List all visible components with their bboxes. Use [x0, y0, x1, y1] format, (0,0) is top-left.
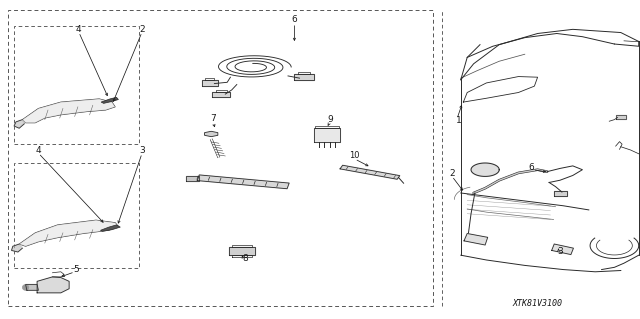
Text: 1: 1: [456, 116, 461, 125]
Text: 4: 4: [76, 25, 81, 34]
Polygon shape: [314, 128, 340, 142]
Polygon shape: [202, 80, 218, 86]
Polygon shape: [464, 234, 488, 245]
Polygon shape: [37, 277, 69, 293]
Polygon shape: [229, 247, 255, 255]
Polygon shape: [552, 244, 573, 255]
Polygon shape: [100, 225, 120, 231]
Text: 10: 10: [349, 151, 359, 160]
Text: 6: 6: [528, 163, 534, 172]
Polygon shape: [554, 191, 567, 196]
Text: 7: 7: [210, 114, 216, 123]
Polygon shape: [12, 244, 22, 252]
Polygon shape: [101, 97, 118, 103]
Polygon shape: [205, 131, 218, 137]
Polygon shape: [22, 99, 115, 123]
Bar: [14, 163, 139, 268]
Text: 3: 3: [140, 146, 145, 155]
Polygon shape: [186, 176, 199, 181]
Polygon shape: [19, 220, 118, 246]
Text: 9: 9: [328, 115, 333, 124]
Polygon shape: [26, 285, 38, 290]
Text: 2: 2: [140, 25, 145, 34]
Text: 6: 6: [292, 15, 298, 24]
Text: 3: 3: [557, 247, 563, 256]
Text: 4: 4: [35, 146, 41, 155]
Text: XTK81V3100: XTK81V3100: [513, 299, 563, 308]
Text: 2: 2: [449, 169, 455, 178]
Text: 8: 8: [242, 254, 248, 263]
Polygon shape: [616, 115, 626, 119]
Polygon shape: [212, 92, 230, 97]
Bar: [14, 26, 139, 144]
Text: 5: 5: [74, 265, 79, 274]
Polygon shape: [14, 120, 24, 128]
Polygon shape: [471, 163, 499, 176]
Ellipse shape: [22, 285, 29, 290]
Polygon shape: [340, 165, 400, 179]
Bar: [8, 10, 433, 306]
Polygon shape: [197, 175, 289, 189]
Polygon shape: [294, 74, 314, 80]
